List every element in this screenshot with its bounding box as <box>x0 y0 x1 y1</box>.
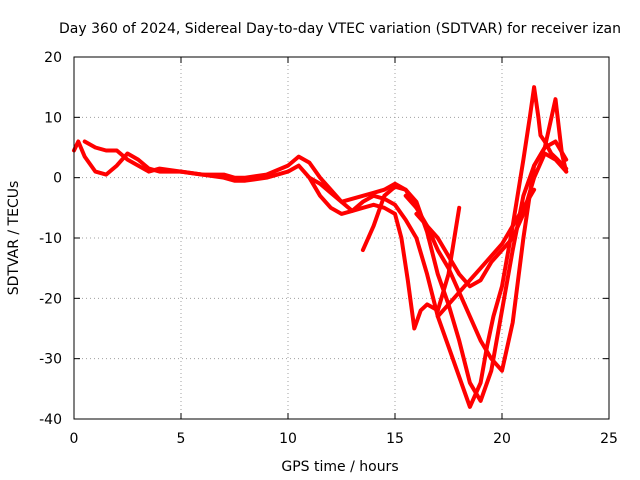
grid <box>74 57 609 419</box>
x-tick-label: 0 <box>70 431 79 447</box>
chart-title: Day 360 of 2024, Sidereal Day-to-day VTE… <box>59 21 621 37</box>
y-tick-label: -40 <box>39 412 62 428</box>
y-tick-label: 10 <box>44 110 62 126</box>
x-tick-label: 15 <box>386 431 404 447</box>
ticks: 0 5 10 15 20 25 20 10 0 -10 -20 -30 -40 <box>39 50 618 447</box>
y-tick-label: -20 <box>39 291 62 307</box>
x-axis-label: GPS time / hours <box>281 459 398 475</box>
series-line-pass-7 <box>435 187 537 319</box>
x-tick-label: 5 <box>177 431 186 447</box>
series-line-pass-1 <box>72 139 419 210</box>
series-line-pass-6 <box>414 151 569 289</box>
y-tick-label: -30 <box>39 352 62 368</box>
series-line-pass-3 <box>307 85 569 409</box>
series-line-pass-4 <box>360 139 569 403</box>
x-tick-label: 25 <box>600 431 618 447</box>
series-line-pass-5 <box>403 97 569 373</box>
series-layer <box>72 85 569 409</box>
y-tick-label: -10 <box>39 231 62 247</box>
y-axis-label: SDTVAR / TECUs <box>6 181 22 296</box>
x-tick-label: 10 <box>279 431 297 447</box>
series-line-pass-2 <box>82 139 462 331</box>
x-tick-label: 20 <box>493 431 511 447</box>
y-tick-label: 0 <box>53 171 62 187</box>
y-tick-label: 20 <box>44 50 62 66</box>
